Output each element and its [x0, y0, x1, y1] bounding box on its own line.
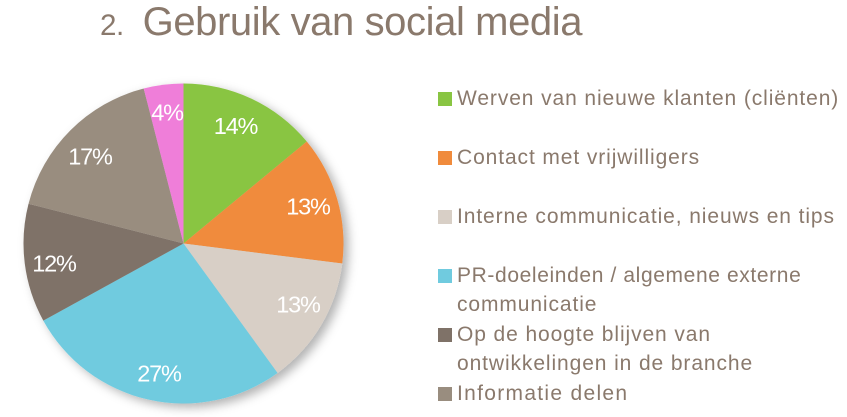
svg-text:12%: 12% — [32, 251, 77, 277]
svg-text:4%: 4% — [151, 100, 184, 126]
svg-text:17%: 17% — [68, 144, 113, 170]
svg-text:14%: 14% — [214, 113, 259, 139]
svg-text:13%: 13% — [286, 194, 331, 220]
svg-text:13%: 13% — [276, 292, 321, 318]
svg-text:27%: 27% — [137, 361, 182, 387]
